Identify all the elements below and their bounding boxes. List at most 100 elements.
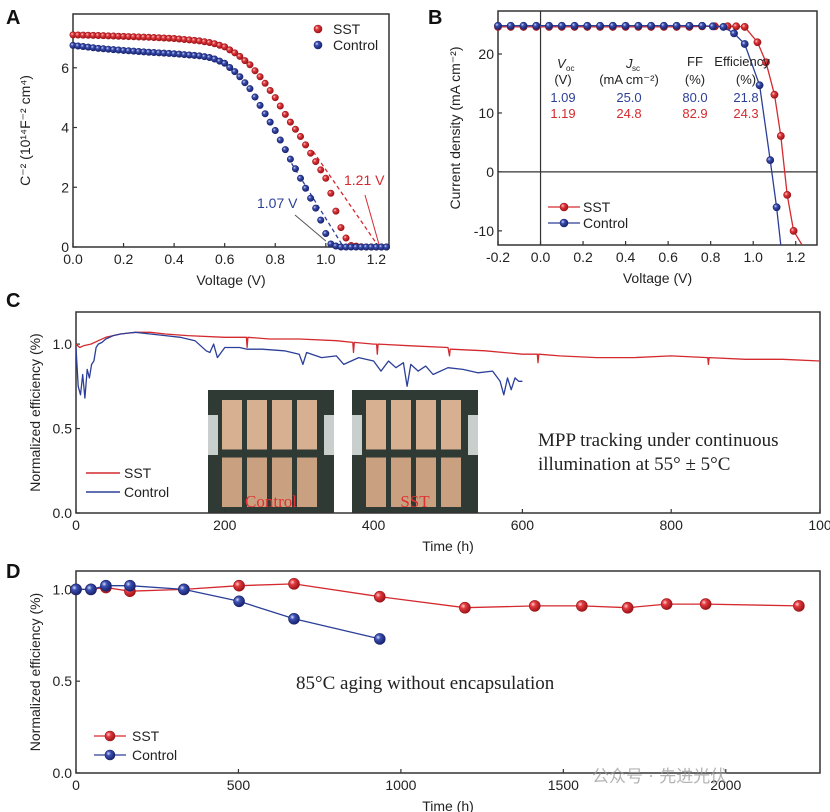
y-axis-label: Normalized efficiency (%) <box>27 593 43 751</box>
photo-cell <box>247 400 267 450</box>
y-tick-label: 2 <box>61 179 69 195</box>
table-header-jsc: J <box>625 56 633 71</box>
data-point <box>307 194 315 202</box>
table-header-voc-sub: oc <box>566 64 574 73</box>
data-point <box>124 579 136 592</box>
data-point <box>730 29 738 38</box>
photo-cell <box>272 457 292 507</box>
data-point <box>719 23 728 31</box>
legend-label-sst: SST <box>132 728 160 744</box>
legend-label-control: Control <box>132 747 177 763</box>
photo-cell <box>366 457 386 507</box>
legend-label-control: Control <box>124 484 169 500</box>
legend-marker-sst <box>559 202 569 212</box>
data-point <box>271 127 279 135</box>
data-point <box>233 579 245 592</box>
table-unit: (V) <box>554 72 571 87</box>
photo-cell <box>416 457 436 507</box>
photo-cell <box>297 457 317 507</box>
x-tick-label: 2000 <box>710 777 741 793</box>
y-tick-label: 20 <box>478 46 494 62</box>
series-line-control <box>75 331 523 399</box>
data-point <box>246 85 254 93</box>
x-tick-label: 0.8 <box>266 251 286 267</box>
table-cell-control: 1.09 <box>550 90 575 105</box>
table-header-efficiency: Efficiency <box>714 54 770 69</box>
annotation-line-2: illumination at 55° ± 5°C <box>538 454 730 475</box>
plot-frame <box>75 570 821 774</box>
data-point <box>793 600 805 612</box>
x-axis-label: Voltage (V) <box>623 270 692 286</box>
watermark-text: 公众号 · 先进光伏 <box>592 767 727 787</box>
x-tick-label: 1.2 <box>367 251 387 267</box>
data-point <box>312 204 320 212</box>
y-tick-label: 1.0 <box>53 336 73 352</box>
x-axis-label: Time (h) <box>422 798 474 812</box>
data-point <box>317 216 325 224</box>
x-tick-label: 1.0 <box>743 249 763 265</box>
data-point <box>494 21 502 30</box>
data-point <box>221 59 229 67</box>
data-point <box>647 21 656 30</box>
table-unit: (%) <box>685 72 705 87</box>
x-tick-label: 1500 <box>548 777 579 793</box>
series-sst <box>70 578 805 614</box>
data-point <box>583 21 592 30</box>
data-point <box>286 118 294 126</box>
data-point <box>698 21 707 30</box>
data-point <box>291 125 299 133</box>
table-cell-sst: 82.9 <box>682 106 707 121</box>
x-tick-label: 0.4 <box>164 251 184 267</box>
series-control <box>69 41 390 251</box>
x-tick-label: 0.0 <box>531 249 551 265</box>
x-tick-label: 600 <box>511 517 535 533</box>
x-tick-label: 800 <box>660 517 684 533</box>
fit-line-sst <box>312 151 380 248</box>
data-point <box>740 23 749 31</box>
legend-marker-control <box>313 40 323 50</box>
x-tick-label: 0.0 <box>63 251 83 267</box>
data-point <box>528 600 541 612</box>
data-point <box>772 203 781 212</box>
data-point <box>256 101 264 109</box>
table-cell-sst: 24.8 <box>616 106 641 121</box>
data-point <box>699 598 712 610</box>
data-point <box>226 46 234 54</box>
data-point <box>85 583 97 596</box>
legend-label-sst: SST <box>583 199 611 215</box>
data-point <box>685 21 694 30</box>
x-tick-label: 0.2 <box>573 249 593 265</box>
data-point <box>297 132 305 140</box>
data-point <box>327 189 335 197</box>
annotation-line-1: MPP tracking under continuous <box>538 430 778 451</box>
photo-cell <box>366 400 386 450</box>
panel-letter-a: A <box>6 7 20 29</box>
data-point <box>459 601 471 614</box>
annotation-arrow-sst <box>364 194 380 245</box>
y-axis-label: Normalized efficiency (%) <box>27 333 43 491</box>
y-tick-label: 10 <box>478 105 494 121</box>
series-sst <box>69 31 390 251</box>
y-tick-label: 0 <box>61 239 69 255</box>
data-point <box>322 174 330 182</box>
photo-edge <box>324 415 334 455</box>
table-header-jsc-sub: sc <box>632 64 640 73</box>
panel-d-chart: 0 500 1000 1500 2000 0.0 0.5 1.0 Time (h) Normali… <box>27 570 821 812</box>
data-point <box>251 67 259 75</box>
data-point <box>532 21 541 30</box>
photo-cell <box>441 400 461 450</box>
panel-letter-b: B <box>428 7 442 29</box>
data-point <box>281 146 289 154</box>
x-tick-label: 500 <box>227 777 251 793</box>
data-point <box>659 21 668 30</box>
series-control <box>70 579 386 645</box>
data-point <box>342 234 350 242</box>
data-point <box>178 583 190 596</box>
data-point <box>322 230 330 238</box>
series-line <box>498 25 803 246</box>
photo-cell <box>441 457 461 507</box>
data-point <box>231 68 239 76</box>
